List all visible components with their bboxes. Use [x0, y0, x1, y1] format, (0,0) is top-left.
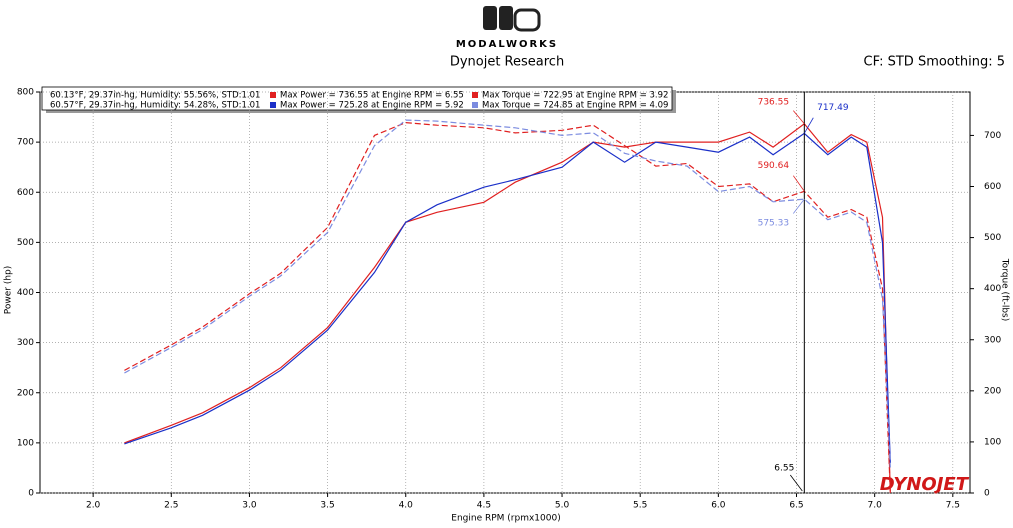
legend-label: Max Power = 725.28 at Engine RPM = 5.92 — [280, 101, 464, 111]
y-tick-label: 300 — [17, 338, 34, 348]
y2-tick-label: 300 — [984, 335, 1001, 345]
y-tick-label: 400 — [17, 288, 34, 298]
chart-title: Dynojet Research — [450, 55, 564, 70]
legend-label: Max Torque = 722.95 at Engine RPM = 3.92 — [482, 91, 668, 101]
legend — [41, 86, 673, 111]
x-tick-label: 3.5 — [320, 501, 334, 511]
legend-swatch — [270, 92, 276, 98]
peak-label: 717.49 — [817, 103, 849, 113]
y-tick-label: 700 — [17, 138, 34, 148]
legend-run: 60.13°F, 29.37in-hg, Humidity: 55.56%, S… — [50, 91, 260, 101]
cursor-label: 6.55 — [774, 464, 794, 474]
legend-swatch — [270, 102, 276, 108]
x-axis-title: Engine RPM (rpmx1000) — [451, 514, 560, 524]
x-tick-label: 6.0 — [711, 501, 726, 511]
peak-pointer — [792, 175, 805, 192]
legend-swatch — [472, 102, 478, 108]
y-axis-title: Power (hp) — [4, 266, 14, 315]
y-tick-label: 600 — [17, 188, 34, 198]
y2-tick-label: 700 — [984, 131, 1001, 141]
legend-swatch — [472, 92, 478, 98]
x-tick-label: 6.5 — [789, 501, 803, 511]
y-tick-label: 500 — [17, 238, 34, 248]
x-tick-label: 5.5 — [633, 501, 647, 511]
series-line — [124, 132, 891, 463]
peak-pointer — [793, 198, 805, 214]
y-tick-label: 200 — [17, 388, 34, 398]
x-tick-label: 3.0 — [242, 501, 257, 511]
peak-label: 575.33 — [758, 219, 790, 229]
y2-tick-label: 500 — [984, 233, 1001, 243]
peak-pointer — [793, 110, 805, 125]
x-tick-label: 7.0 — [867, 501, 882, 511]
logo — [483, 6, 541, 32]
x-tick-label: 2.0 — [86, 501, 101, 511]
x-tick-label: 2.5 — [164, 501, 178, 511]
peak-label: 590.64 — [758, 161, 790, 171]
cursor-arrow — [789, 474, 803, 492]
legend-label: Max Power = 736.55 at Engine RPM = 6.55 — [280, 91, 464, 101]
y2-axis-title: Torque (ft-lbs) — [1000, 258, 1010, 322]
y2-tick-label: 0 — [984, 489, 990, 499]
watermark: DYNOJET — [880, 474, 970, 495]
y2-tick-label: 600 — [984, 182, 1001, 192]
legend-label: Max Torque = 724.85 at Engine RPM = 4.09 — [482, 101, 668, 111]
series-line — [124, 121, 891, 494]
y2-tick-label: 400 — [984, 284, 1001, 294]
x-tick-label: 7.5 — [946, 501, 960, 511]
y-tick-label: 800 — [17, 88, 34, 98]
brand: MODALWORKS — [456, 39, 558, 50]
y2-tick-label: 200 — [984, 386, 1001, 396]
peak-pointer — [803, 117, 814, 134]
x-tick-label: 4.0 — [399, 501, 414, 511]
series-line — [124, 119, 891, 468]
legend-run: 60.57°F, 29.37in-hg, Humidity: 54.28%, S… — [50, 101, 260, 111]
peak-label: 736.55 — [758, 97, 790, 107]
y-tick-label: 0 — [28, 489, 34, 499]
x-tick-label: 5.0 — [555, 501, 570, 511]
x-tick-label: 4.5 — [477, 501, 491, 511]
chart-subtitle: CF: STD Smoothing: 5 — [864, 55, 1005, 70]
y2-tick-label: 100 — [984, 437, 1001, 447]
y-tick-label: 100 — [17, 438, 34, 448]
